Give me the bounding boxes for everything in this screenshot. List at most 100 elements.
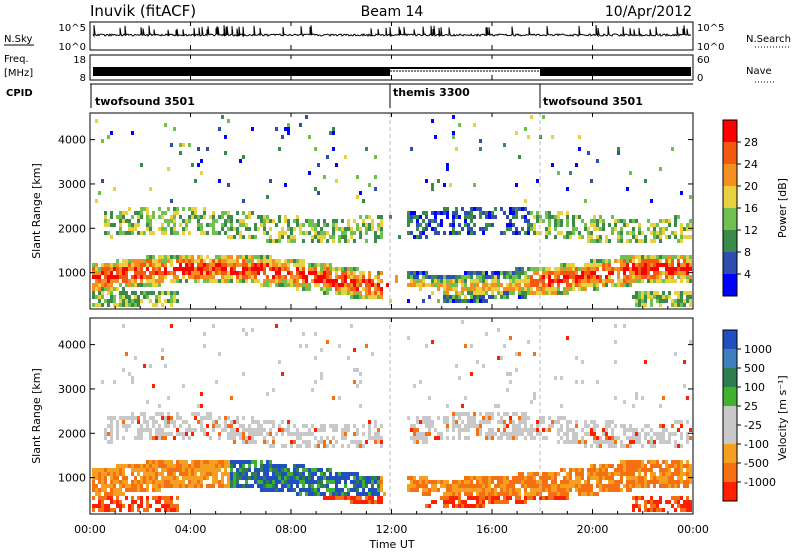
power-cell xyxy=(653,223,656,227)
velocity-cell xyxy=(641,496,644,500)
power-cell xyxy=(500,271,503,275)
velocity-cell xyxy=(152,424,155,428)
velocity-cell xyxy=(242,424,245,428)
velocity-cell xyxy=(335,488,338,492)
velocity-cell xyxy=(110,440,113,444)
velocity-cell xyxy=(128,416,131,420)
power-cell xyxy=(554,279,557,283)
power-cell xyxy=(443,207,446,211)
velocity-cell xyxy=(206,460,209,464)
power-cell xyxy=(557,231,560,235)
power-cell xyxy=(524,295,527,299)
velocity-cell xyxy=(461,484,464,488)
velocity-cell xyxy=(236,472,239,476)
power-cell xyxy=(638,303,641,307)
power-cell xyxy=(674,291,677,295)
velocity-cell xyxy=(107,496,110,500)
velocity-cell xyxy=(194,416,197,420)
power-cell xyxy=(197,279,200,283)
velocity-cell xyxy=(317,440,320,444)
velocity-cell xyxy=(221,464,224,468)
velocity-cell xyxy=(632,404,635,408)
power-cell xyxy=(659,275,662,279)
velocity-cell xyxy=(161,480,164,484)
power-cell xyxy=(170,291,173,295)
velocity-cell xyxy=(608,472,611,476)
velocity-cell xyxy=(365,492,368,496)
power-cell xyxy=(530,211,533,215)
velocity-cell xyxy=(149,504,152,508)
power-cell xyxy=(461,275,464,279)
power-cell xyxy=(359,283,362,287)
power-cell xyxy=(446,215,449,219)
velocity-cell xyxy=(491,492,494,496)
velocity-cell xyxy=(557,484,560,488)
velocity-cell xyxy=(473,496,476,500)
power-cell xyxy=(629,219,632,223)
velocity-cell xyxy=(368,428,371,432)
power-cell xyxy=(437,299,440,303)
velocity-cell xyxy=(449,500,452,504)
power-cell xyxy=(122,211,125,215)
power-cell xyxy=(446,291,449,295)
velocity-cell xyxy=(158,412,161,416)
power-cell xyxy=(653,295,656,299)
velocity-cell xyxy=(242,428,245,432)
velocity-cell xyxy=(317,480,320,484)
velocity-cell xyxy=(302,332,305,336)
power-cell xyxy=(302,259,305,263)
velocity-cell xyxy=(155,460,158,464)
velocity-cell xyxy=(635,500,638,504)
power-cell xyxy=(416,279,419,283)
power-cell xyxy=(614,283,617,287)
velocity-cell xyxy=(593,424,596,428)
velocity-cell xyxy=(176,416,179,420)
velocity-cell xyxy=(650,444,653,448)
power-cell xyxy=(233,267,236,271)
velocity-cell xyxy=(476,484,479,488)
velocity-cell xyxy=(590,476,593,480)
velocity-cell xyxy=(167,468,170,472)
velocity-cell xyxy=(281,468,284,472)
power-cell xyxy=(326,271,329,275)
velocity-cell xyxy=(554,476,557,480)
power-cell xyxy=(302,271,305,275)
velocity-cell xyxy=(494,484,497,488)
power-cell xyxy=(689,227,692,231)
power-cell xyxy=(413,279,416,283)
power-cell xyxy=(584,275,587,279)
power-cell xyxy=(566,271,569,275)
velocity-cell xyxy=(545,488,548,492)
velocity-cell xyxy=(323,440,326,444)
velocity-cell xyxy=(488,420,491,424)
nsky-line xyxy=(92,25,692,38)
power-cell xyxy=(638,275,641,279)
power-cell xyxy=(527,223,530,227)
power-cell xyxy=(284,267,287,271)
power-cell xyxy=(335,227,338,231)
velocity-cell xyxy=(662,508,665,512)
velocity-cell xyxy=(656,436,659,440)
power-cell xyxy=(602,267,605,271)
power-cell xyxy=(482,279,485,283)
power-cell xyxy=(608,223,611,227)
nsky-tick-top: 10^5 xyxy=(59,23,86,34)
power-cell xyxy=(647,227,650,231)
power-cell xyxy=(545,291,548,295)
power-cell xyxy=(623,271,626,275)
velocity-cell xyxy=(671,432,674,436)
power-cell xyxy=(689,235,692,239)
velocity-cell xyxy=(335,476,338,480)
power-cell xyxy=(617,219,620,223)
power-cell xyxy=(362,275,365,279)
velocity-cell xyxy=(410,428,413,432)
power-cell xyxy=(584,223,587,227)
velocity-cell xyxy=(143,508,146,512)
velocity-cell xyxy=(380,424,383,428)
velocity-cell xyxy=(377,432,380,436)
power-cell xyxy=(221,263,224,267)
power-cell xyxy=(353,279,356,283)
velocity-cell xyxy=(479,484,482,488)
power-cell xyxy=(191,207,194,211)
power-cell xyxy=(329,287,332,291)
